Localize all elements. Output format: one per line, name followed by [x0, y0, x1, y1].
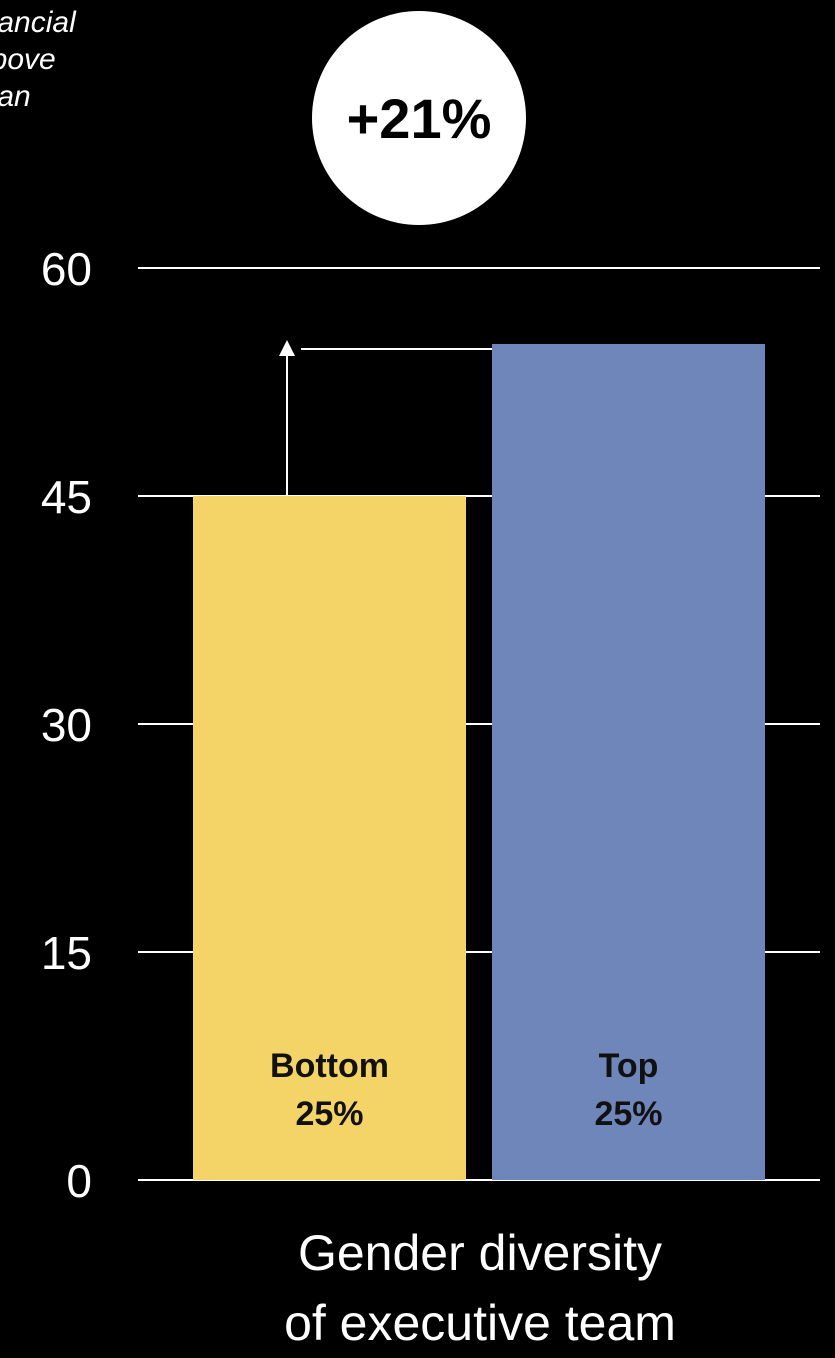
- annotation-arrow-head: [279, 340, 295, 356]
- x-axis-title-line-2: of executive team: [284, 1295, 676, 1351]
- y-tick-label-0: 0: [66, 1155, 92, 1207]
- y-axis-title-line-2: above: [0, 43, 56, 76]
- y-tick-label-60: 60: [41, 243, 92, 295]
- x-axis-title-line-1: Gender diversity: [297, 1225, 663, 1281]
- bar-1: [492, 344, 765, 1180]
- category-label-1-line-1: Top: [599, 1047, 659, 1085]
- category-label-0-line-1: Bottom: [270, 1047, 389, 1085]
- y-axis-title-line-1: inancial: [0, 6, 76, 39]
- category-label-1-line-2: 25%: [594, 1095, 662, 1133]
- difference-badge: +21%: [312, 11, 526, 225]
- y-tick-label-45: 45: [41, 471, 92, 523]
- difference-badge-label: +21%: [346, 86, 492, 150]
- y-tick-label-15: 15: [41, 927, 92, 979]
- bar-0: [193, 496, 466, 1180]
- y-axis-title-line-3: dian: [0, 80, 31, 113]
- x-axis-title: Gender diversity of executive team: [180, 1218, 780, 1358]
- y-tick-label-30: 30: [41, 699, 92, 751]
- y-axis-title: inancial above dian: [0, 4, 154, 115]
- category-label-0-line-2: 25%: [295, 1095, 363, 1133]
